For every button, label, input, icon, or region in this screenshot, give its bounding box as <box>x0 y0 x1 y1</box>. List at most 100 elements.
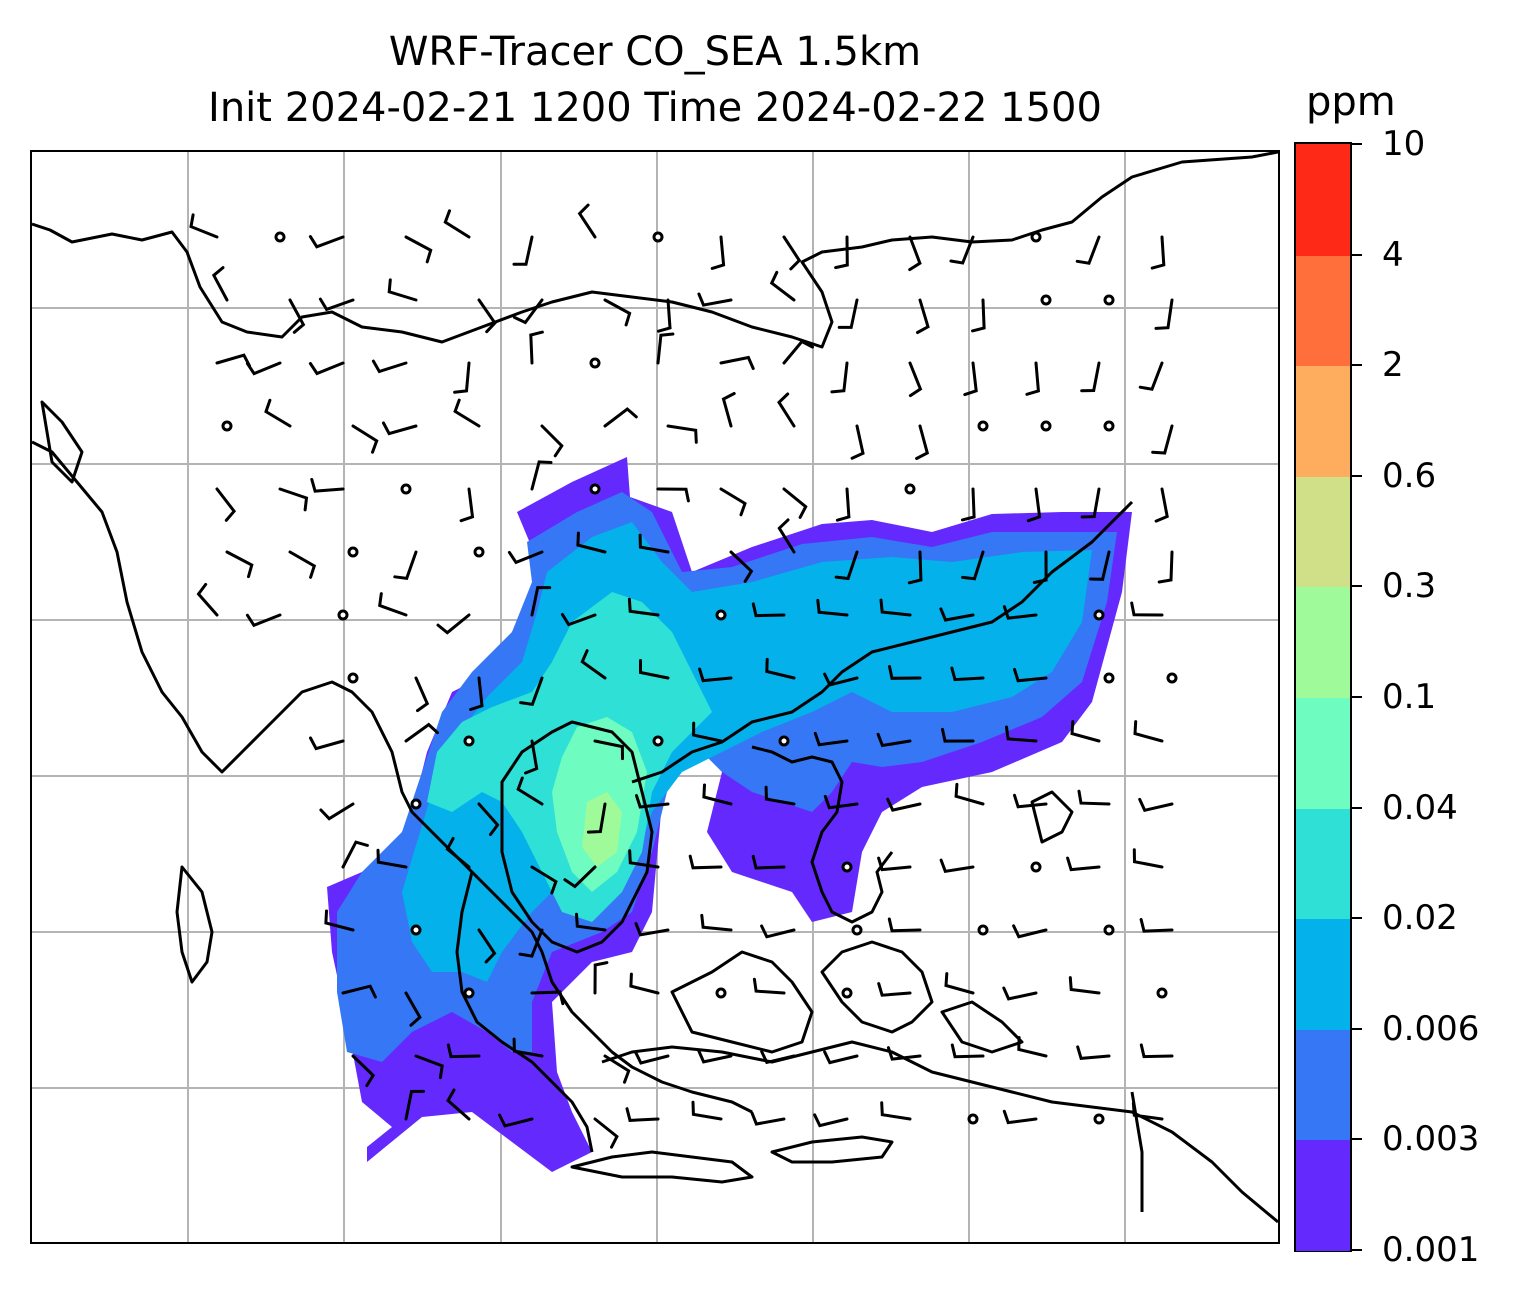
wind-barb <box>576 531 607 554</box>
wind-barb <box>1080 487 1101 519</box>
wind-barb <box>196 582 219 617</box>
wind-barb <box>813 731 849 747</box>
wind-barb <box>477 802 500 836</box>
calm-wind-marker <box>1040 294 1052 306</box>
wind-barb <box>1154 298 1174 330</box>
colorbar-tick-label: 0.1 <box>1382 677 1437 717</box>
wind-barb <box>782 235 802 271</box>
coastline <box>500 720 654 954</box>
wind-barb <box>760 1050 796 1065</box>
colorbar-tick-label: 0.003 <box>1382 1119 1480 1160</box>
wind-barb <box>414 1054 444 1080</box>
wind-barb <box>823 794 859 810</box>
calm-wind-marker <box>337 609 349 621</box>
colorbar-tick <box>1352 1027 1362 1030</box>
coastline <box>455 871 594 1153</box>
wind-barb <box>1157 550 1174 584</box>
calm-wind-marker <box>652 735 664 747</box>
calm-wind-marker <box>1103 420 1115 432</box>
wind-barb <box>634 922 670 937</box>
wind-barb <box>1002 1109 1038 1125</box>
colorbar-tick <box>1352 474 1362 477</box>
wind-barb <box>877 982 912 997</box>
wind-barb <box>719 355 755 370</box>
wind-barb <box>765 657 796 680</box>
wind-barb <box>886 1046 922 1061</box>
wind-barb <box>639 659 670 680</box>
colorbar-tick <box>1352 1138 1362 1141</box>
calm-wind-markers <box>221 231 1178 1125</box>
wind-barb <box>656 332 675 365</box>
map-title-line-2: Init 2024-02-21 1200 Time 2024-02-22 150… <box>208 85 1102 131</box>
wind-barb <box>414 676 430 713</box>
wind-barb <box>697 292 733 307</box>
wind-barb <box>404 1089 425 1121</box>
wind-barb <box>443 209 471 239</box>
wind-barb <box>1151 424 1174 455</box>
calm-wind-marker <box>1103 672 1115 684</box>
colorbar-tick-label: 0.006 <box>1382 1008 1480 1049</box>
map-panel <box>30 150 1280 1244</box>
wind-barb <box>310 478 345 493</box>
wind-barb <box>960 487 976 522</box>
wind-barb <box>215 487 237 522</box>
wind-barb <box>393 550 418 581</box>
calm-wind-marker <box>221 420 233 432</box>
wind-barb <box>580 649 607 680</box>
wind-barb <box>950 666 985 682</box>
coastline <box>940 1000 1024 1054</box>
wind-barb <box>498 1113 534 1128</box>
wind-barb <box>436 613 471 635</box>
colorbar-tick <box>1352 143 1362 145</box>
wind-barb <box>688 854 723 870</box>
calm-wind-marker <box>977 420 989 432</box>
wind-barb <box>751 602 786 618</box>
wind-barb <box>760 924 796 939</box>
colorbar-tick <box>1352 585 1362 588</box>
map-canvas <box>32 152 1278 1242</box>
colorbar-tick-label: 0.001 <box>1382 1230 1480 1270</box>
wind-barb <box>512 1037 544 1058</box>
coastline <box>40 400 84 484</box>
wind-barb <box>516 776 544 806</box>
wind-barb <box>1138 361 1164 391</box>
wind-barb <box>700 913 733 932</box>
coastline <box>670 950 814 1054</box>
wind-barb <box>530 990 565 1006</box>
wind-barb <box>453 361 471 394</box>
wind-barb <box>638 533 670 554</box>
colorbar-tick <box>1352 253 1362 256</box>
wind-barb <box>939 607 975 622</box>
wind-barb <box>944 972 975 995</box>
wind-barb <box>634 1050 670 1065</box>
wind-barb <box>1139 918 1174 933</box>
wind-barb <box>518 928 544 958</box>
wind-barb <box>816 598 849 617</box>
wind-barb <box>710 235 726 270</box>
wind-barb <box>963 361 978 397</box>
calm-wind-marker <box>1093 609 1105 621</box>
wind-barb <box>1080 361 1101 393</box>
wind-barb <box>834 550 859 581</box>
wind-barb <box>278 487 309 512</box>
wind-barb <box>961 550 985 581</box>
wind-barb <box>308 361 345 376</box>
calm-wind-marker <box>1093 1113 1105 1125</box>
wind-barb <box>666 424 698 444</box>
wind-barb <box>512 298 544 325</box>
wind-barb <box>593 1117 619 1149</box>
wind-barb <box>850 424 865 460</box>
wind-barb <box>1002 986 1038 1001</box>
wind-barb <box>628 849 660 869</box>
wind-barb <box>560 613 597 627</box>
calm-wind-marker <box>715 609 727 621</box>
wind-barb <box>215 353 251 368</box>
wind-barb <box>378 592 408 617</box>
wind-barb <box>916 298 930 334</box>
wind-barb <box>318 297 355 312</box>
colorbar-tick-label: 0.6 <box>1382 455 1437 496</box>
colorbar-segment <box>1296 807 1350 920</box>
colorbar-segment <box>1296 1139 1350 1251</box>
calm-wind-marker <box>1156 987 1168 999</box>
calm-wind-marker <box>778 735 790 747</box>
